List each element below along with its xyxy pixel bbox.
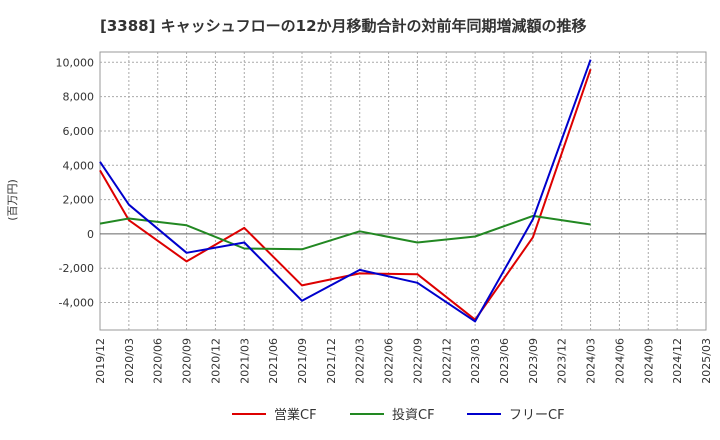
x-tick-label: 2021/03 <box>238 338 251 384</box>
y-tick-label: 0 <box>87 228 94 241</box>
x-tick-label: 2022/03 <box>354 338 367 384</box>
x-tick-label: 2020/06 <box>152 338 165 384</box>
x-tick-label: 2023/06 <box>498 338 511 384</box>
x-tick-label: 2025/03 <box>700 338 713 384</box>
y-tick-label: 4,000 <box>63 159 95 172</box>
y-tick-label: 10,000 <box>56 56 95 69</box>
x-tick-label: 2021/12 <box>325 338 338 384</box>
legend: 営業CF 投資CF フリーCF <box>232 407 565 423</box>
legend-label: フリーCF <box>509 408 565 423</box>
plot-area <box>99 51 707 331</box>
series-line <box>99 68 592 321</box>
x-axis-ticks: 2019/12 2020/03 2020/06 2020/09 2020/12 2021/… <box>94 338 713 384</box>
x-tick-label: 2024/09 <box>642 338 655 384</box>
x-tick-label: 2020/12 <box>209 338 222 384</box>
x-tick-label: 2020/03 <box>123 338 136 384</box>
series-line <box>99 214 591 251</box>
x-tick-label: 2022/12 <box>440 338 453 384</box>
x-tick-label: 2020/09 <box>181 338 194 384</box>
x-tick-label: 2019/12 <box>94 338 107 384</box>
x-tick-label: 2022/06 <box>383 338 396 384</box>
x-tick-label: 2022/09 <box>411 338 424 384</box>
y-axis-ticks: -4,000 -2,000 0 2,000 4,000 6,000 8,000 10,000 <box>56 56 95 309</box>
x-tick-label: 2023/03 <box>469 338 482 384</box>
x-tick-label: 2023/09 <box>527 338 540 384</box>
y-tick-label: 8,000 <box>63 91 95 104</box>
legend-label: 投資CF <box>392 407 435 423</box>
x-tick-label: 2021/06 <box>267 338 280 384</box>
x-tick-label: 2024/06 <box>613 338 626 384</box>
x-tick-label: 2024/03 <box>585 338 598 384</box>
series-line <box>99 59 592 323</box>
grid-lines <box>100 52 706 330</box>
x-tick-label: 2023/12 <box>556 338 569 384</box>
x-tick-label: 2024/12 <box>671 338 684 384</box>
chart-title: [3388] キャッシュフローの12か月移動合計の対前年同期増減額の推移 <box>100 17 587 35</box>
y-tick-label: 6,000 <box>63 125 95 138</box>
y-tick-label: -2,000 <box>59 262 94 275</box>
y-axis-label: (百万円) <box>6 179 19 221</box>
x-tick-label: 2021/09 <box>296 338 309 384</box>
y-tick-label: -4,000 <box>59 297 94 310</box>
series-lines <box>99 59 592 323</box>
y-tick-label: 2,000 <box>63 194 95 207</box>
legend-label: 営業CF <box>274 407 317 423</box>
